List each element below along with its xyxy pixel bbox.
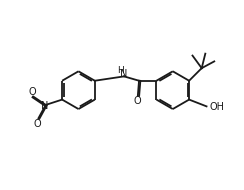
Text: OH: OH	[210, 102, 225, 112]
Text: N: N	[41, 101, 48, 111]
Text: O: O	[28, 87, 36, 97]
Text: H: H	[118, 66, 124, 75]
Text: N: N	[120, 70, 127, 79]
Text: O: O	[133, 96, 141, 106]
Text: O: O	[33, 119, 41, 128]
